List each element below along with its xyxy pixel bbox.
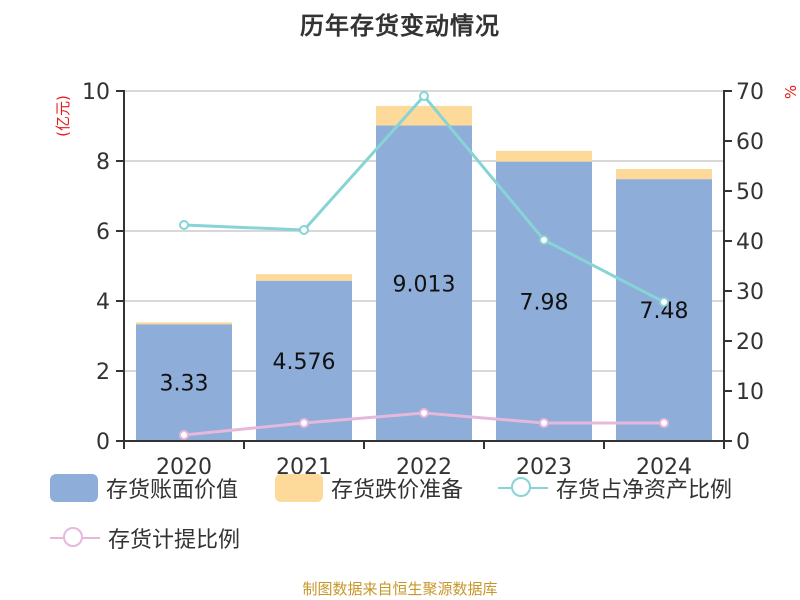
- y-tick-label: 2: [96, 360, 110, 385]
- data-point-marker: [419, 408, 429, 418]
- bar-value-label: 9.013: [393, 272, 456, 297]
- x-tick-label: 2024: [636, 455, 692, 480]
- y-tick-label: 4: [96, 290, 110, 315]
- x-tick-label: 2023: [516, 455, 572, 480]
- y-tick-label: 6: [96, 220, 110, 245]
- bar-book-value: [256, 280, 352, 441]
- left-axis-unit-label: (亿元): [54, 95, 72, 137]
- y-tick-label: 10: [82, 80, 110, 105]
- bar-impairment: [376, 105, 472, 126]
- legend-item-net-asset-ratio[interactable]: 存货占净资产比例: [498, 472, 732, 504]
- bar-value-label: 3.33: [160, 372, 209, 397]
- bar-impairment: [616, 169, 712, 180]
- y-right-tick-label: 30: [736, 280, 764, 305]
- bar-value-label: 4.576: [273, 350, 336, 375]
- bar-book-value: [136, 324, 232, 441]
- legend-item-impairment[interactable]: 存货跌价准备: [275, 472, 463, 504]
- data-point-marker: [659, 418, 669, 428]
- data-point-marker: [179, 220, 189, 230]
- legend-item-book-value[interactable]: 存货账面价值: [50, 472, 238, 504]
- legend-line-circle-icon: [50, 524, 100, 552]
- legend-label: 存货占净资产比例: [556, 478, 733, 503]
- data-point-marker: [299, 225, 309, 235]
- x-tick-label: 2020: [156, 455, 212, 480]
- legend-item-provision-ratio[interactable]: 存货计提比例: [50, 522, 240, 554]
- x-tick-label: 2022: [396, 455, 452, 480]
- y-tick-label: 8: [96, 150, 110, 175]
- legend-label: 存货计提比例: [108, 528, 241, 553]
- bar-value-label: 7.98: [520, 290, 569, 315]
- legend-swatch-impairment: [275, 474, 323, 502]
- y-right-tick-label: 0: [736, 430, 750, 455]
- y-right-tick-label: 10: [736, 380, 764, 405]
- data-point-marker: [419, 91, 429, 101]
- right-axis-unit-label: %: [782, 85, 800, 99]
- legend-label: 存货账面价值: [106, 478, 239, 503]
- bar-book-value: [616, 179, 712, 441]
- data-point-marker: [299, 418, 309, 428]
- data-source-footer: 制图数据来自恒生聚源数据库: [302, 580, 498, 598]
- bar-impairment: [256, 274, 352, 281]
- legend-swatch-book-value: [50, 474, 98, 502]
- y-right-tick-label: 20: [736, 330, 764, 355]
- data-point-marker: [659, 297, 669, 307]
- y-right-tick-label: 50: [736, 180, 764, 205]
- y-tick-label: 0: [96, 430, 110, 455]
- bar-book-value: [496, 161, 592, 441]
- data-point-marker: [179, 430, 189, 440]
- legend-line-circle-icon: [498, 474, 548, 502]
- legend-label: 存货跌价准备: [331, 478, 464, 503]
- data-point-marker: [539, 235, 549, 245]
- bar-book-value: [376, 125, 472, 442]
- y-right-tick-label: 60: [736, 130, 764, 155]
- data-point-marker: [539, 418, 549, 428]
- chart-title: 历年存货变动情况: [300, 12, 500, 40]
- y-right-tick-label: 70: [736, 80, 764, 105]
- bar-impairment: [136, 322, 232, 325]
- bar-impairment: [496, 150, 592, 162]
- y-right-tick-label: 40: [736, 230, 764, 255]
